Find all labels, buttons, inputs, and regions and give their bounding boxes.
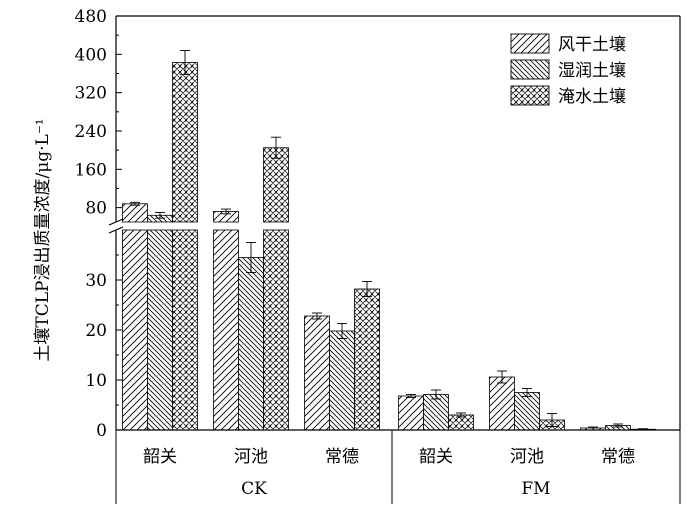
legend-label: 湿润土壤 <box>558 60 626 81</box>
error-bar-3-6 <box>638 428 648 430</box>
x-tick-label: 常德 <box>601 447 635 467</box>
y-axis-label: 土壤TCLP浸出质量浓度/μg·L⁻¹ <box>32 118 53 361</box>
bar-2-4 <box>423 394 449 431</box>
y-tick-label: 0 <box>96 421 107 441</box>
y-tick-label: 20 <box>85 321 107 341</box>
x-tick-label: 河池 <box>234 447 268 467</box>
y-tick-label: 10 <box>85 371 107 391</box>
error-bar-3-2 <box>271 136 281 159</box>
y-tick-label: 240 <box>75 122 107 142</box>
error-bar-2-5 <box>522 388 532 397</box>
group-label: CK <box>241 479 267 499</box>
plot-axes: 0 10 20 30 80 160 240 320 400 480 韶关 河池 常德 韶关 河池 常德 CK FM <box>75 7 681 504</box>
break-mark-upper <box>108 218 124 226</box>
bar-1-2-lower <box>213 229 239 431</box>
error-bar-3-5 <box>547 413 557 427</box>
legend-swatch <box>510 85 550 106</box>
bar-3-1-lower <box>172 229 198 431</box>
bar-1-1 <box>122 203 148 223</box>
bar-3-1 <box>172 62 198 223</box>
bar-2-3 <box>329 330 355 431</box>
legend-item-1: 风干土壤 <box>510 33 626 55</box>
bar-1-5 <box>489 376 515 431</box>
error-bar-3-1 <box>180 50 190 75</box>
legend-label: 淹水土壤 <box>558 86 626 107</box>
bar-1-4 <box>398 395 424 431</box>
bar-3-2 <box>263 147 289 223</box>
bar-2-1-lower <box>147 229 173 431</box>
error-bar-1-3 <box>312 312 322 320</box>
error-bar-1-4 <box>406 394 416 398</box>
y-tick-label: 480 <box>75 7 107 27</box>
y-tick-label: 400 <box>75 45 107 65</box>
error-bar-2-6 <box>613 423 623 428</box>
x-tick-label: 河池 <box>510 447 544 467</box>
error-bar-1-2 <box>221 208 231 215</box>
x-tick-label: 韶关 <box>419 447 453 467</box>
bar-2-5 <box>514 392 540 431</box>
error-bar-1-6 <box>588 426 598 428</box>
error-bar-2-2 <box>246 242 256 273</box>
bar-2-2 <box>238 257 264 431</box>
y-tick-label: 320 <box>75 84 107 104</box>
legend-item-2: 湿润土壤 <box>510 59 626 81</box>
x-tick-label: 常德 <box>325 447 359 467</box>
bar-3-2-lower <box>263 229 289 431</box>
group-label: FM <box>521 479 550 499</box>
y-tick-label: 80 <box>85 199 107 219</box>
error-bar-1-5 <box>497 370 507 384</box>
break-mark-lower <box>108 226 124 234</box>
y-tick-label: 30 <box>85 271 107 291</box>
y-tick-label: 160 <box>75 160 107 180</box>
error-bar-3-3 <box>362 281 372 297</box>
legend-item-3: 淹水土壤 <box>510 85 626 107</box>
bar-3-3 <box>354 288 380 431</box>
error-bar-2-1 <box>155 211 165 219</box>
error-bar-1-1 <box>130 201 140 206</box>
legend-swatch <box>510 33 550 54</box>
error-bar-2-3 <box>337 323 347 339</box>
legend-label: 风干土壤 <box>558 34 626 55</box>
axis-break-gap <box>110 223 680 229</box>
bar-1-1-lower <box>122 229 148 431</box>
error-bar-3-4 <box>456 412 466 418</box>
x-tick-label: 韶关 <box>143 447 177 467</box>
bar-1-3 <box>304 315 330 431</box>
legend-swatch <box>510 59 550 80</box>
error-bar-2-4 <box>431 389 441 400</box>
